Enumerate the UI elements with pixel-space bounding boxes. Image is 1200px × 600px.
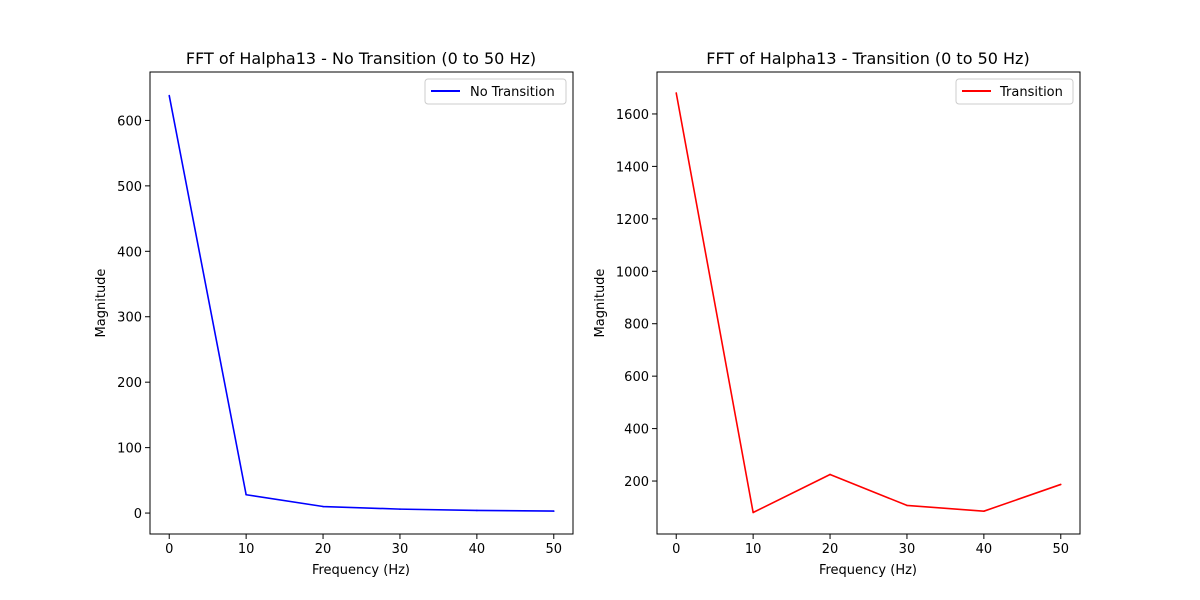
- y-tick-label: 400: [624, 423, 649, 438]
- y-axis-ticks: 200 400 600 800 1000 1200 1400 1600: [616, 108, 657, 490]
- line-series-group: [168, 94, 555, 512]
- y-tick-label: 1400: [616, 160, 649, 175]
- y-axis-ticks: 0 100 200 300 400 500 600: [117, 114, 150, 522]
- y-tick-label: 300: [117, 311, 142, 326]
- series-line: [675, 92, 1062, 514]
- legend-label: Transition: [999, 85, 1063, 100]
- data-point: [552, 510, 555, 512]
- x-tick-label: 50: [545, 542, 562, 557]
- data-point: [906, 504, 908, 507]
- x-tick-label: 0: [165, 542, 173, 557]
- data-point: [675, 92, 678, 94]
- y-tick-label: 1000: [616, 265, 649, 280]
- x-tick-label: 40: [976, 542, 993, 557]
- y-tick-label: 500: [117, 180, 142, 195]
- data-point: [399, 508, 401, 510]
- x-tick-label: 50: [1052, 542, 1069, 557]
- x-axis-ticks: 0 10 20 30 40 50: [672, 534, 1069, 557]
- x-tick-label: 20: [315, 542, 332, 557]
- data-point: [829, 473, 831, 476]
- data-point: [322, 505, 324, 508]
- y-tick-label: 200: [624, 475, 649, 490]
- x-tick-label: 30: [899, 542, 916, 557]
- data-point: [983, 510, 985, 512]
- y-tick-label: 1600: [616, 108, 649, 123]
- legend-label: No Transition: [470, 85, 555, 100]
- data-point: [1059, 483, 1062, 486]
- data-point: [752, 511, 754, 514]
- y-axis-label: Magnitude: [593, 269, 608, 338]
- x-tick-label: 20: [822, 542, 839, 557]
- y-tick-label: 600: [117, 114, 142, 129]
- line-series-group: [675, 92, 1062, 514]
- y-tick-label: 1200: [616, 213, 649, 228]
- y-tick-label: 400: [117, 245, 142, 260]
- x-tick-label: 10: [745, 542, 762, 557]
- x-tick-label: 10: [238, 542, 255, 557]
- x-tick-label: 40: [469, 542, 486, 557]
- y-tick-label: 800: [624, 318, 649, 333]
- data-point: [245, 493, 247, 496]
- legend-box: [424, 78, 567, 105]
- chart-title: FFT of Halpha13 - Transition (0 to 50 Hz…: [706, 49, 1029, 68]
- data-point: [168, 94, 171, 97]
- x-axis-ticks: 0 10 20 30 40 50: [165, 534, 562, 557]
- y-axis-label: Magnitude: [94, 269, 109, 338]
- x-axis-label: Frequency (Hz): [312, 563, 410, 578]
- y-tick-label: 0: [134, 507, 142, 522]
- y-tick-label: 600: [624, 370, 649, 385]
- x-tick-label: 30: [392, 542, 409, 557]
- data-point: [476, 509, 478, 512]
- legend-box: [955, 78, 1074, 105]
- y-tick-label: 200: [117, 376, 142, 391]
- y-tick-label: 100: [117, 442, 142, 457]
- plot-area-frame: [149, 71, 574, 535]
- x-tick-label: 0: [672, 542, 680, 557]
- chart-transition: FFT of Halpha13 - Transition (0 to 50 Hz…: [593, 49, 1081, 578]
- x-axis-label: Frequency (Hz): [819, 563, 917, 578]
- chart-no-transition: FFT of Halpha13 - No Transition (0 to 50…: [94, 49, 574, 578]
- legend: Transition: [955, 78, 1074, 105]
- series-line: [168, 95, 554, 512]
- plot-area-frame: [656, 71, 1081, 535]
- chart-title: FFT of Halpha13 - No Transition (0 to 50…: [186, 49, 536, 68]
- legend: No Transition: [424, 78, 567, 105]
